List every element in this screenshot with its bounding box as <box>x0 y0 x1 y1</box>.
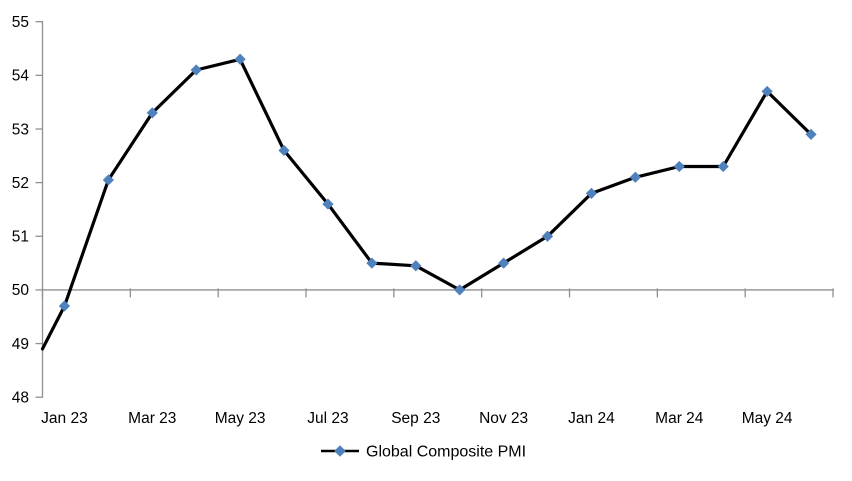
y-axis-tick-label: 55 <box>12 14 29 31</box>
data-point-marker <box>322 198 334 210</box>
data-point-marker <box>541 230 554 242</box>
x-axis-tick-label: Jul 23 <box>307 410 348 427</box>
y-axis-tick-label: 51 <box>12 229 29 246</box>
data-point-marker <box>146 107 158 119</box>
x-axis-tick-label: May 24 <box>742 410 793 427</box>
data-point-marker <box>190 64 202 76</box>
x-axis-tick-label: Mar 23 <box>128 410 176 427</box>
data-point-marker <box>278 144 290 157</box>
y-axis-tick-label: 54 <box>12 68 30 85</box>
data-point-marker <box>366 257 378 269</box>
x-axis-tick-label: Jan 24 <box>568 410 615 427</box>
data-point-marker <box>454 284 466 296</box>
data-point-marker <box>102 174 114 186</box>
y-axis-tick-label: 53 <box>12 121 29 138</box>
legend-diamond-marker-icon <box>334 445 346 457</box>
data-point-marker <box>585 187 598 199</box>
plot-area: 48 49 50 51 52 53 54 55 Jan 23 Mar 23 May 23 Jul 23… <box>12 14 834 427</box>
legend: Global Composite PMI <box>321 444 526 461</box>
x-axis-tick-label: Mar 24 <box>655 410 704 427</box>
data-point-marker <box>717 160 729 173</box>
x-axis-tick-label: Sep 23 <box>391 410 440 427</box>
y-axis-tick-label: 52 <box>12 175 29 192</box>
x-axis-tick-label: May 23 <box>215 410 266 427</box>
y-axis-tick-label: 49 <box>12 336 29 353</box>
data-point-marker <box>761 85 773 98</box>
data-point-marker <box>805 128 817 140</box>
legend-label: Global Composite PMI <box>366 444 526 461</box>
data-point-marker <box>234 53 246 65</box>
x-axis-tick-label: Nov 23 <box>479 410 528 427</box>
data-point-marker <box>58 300 71 312</box>
y-axis-tick-label: 48 <box>12 390 29 407</box>
y-axis-tick-label: 50 <box>12 282 30 299</box>
data-point-marker <box>629 171 641 183</box>
series-line <box>40 57 813 351</box>
data-point-marker <box>498 257 510 269</box>
x-axis-tick-label: Jan 23 <box>41 410 88 427</box>
data-point-marker <box>673 160 685 173</box>
data-point-marker <box>410 260 422 272</box>
